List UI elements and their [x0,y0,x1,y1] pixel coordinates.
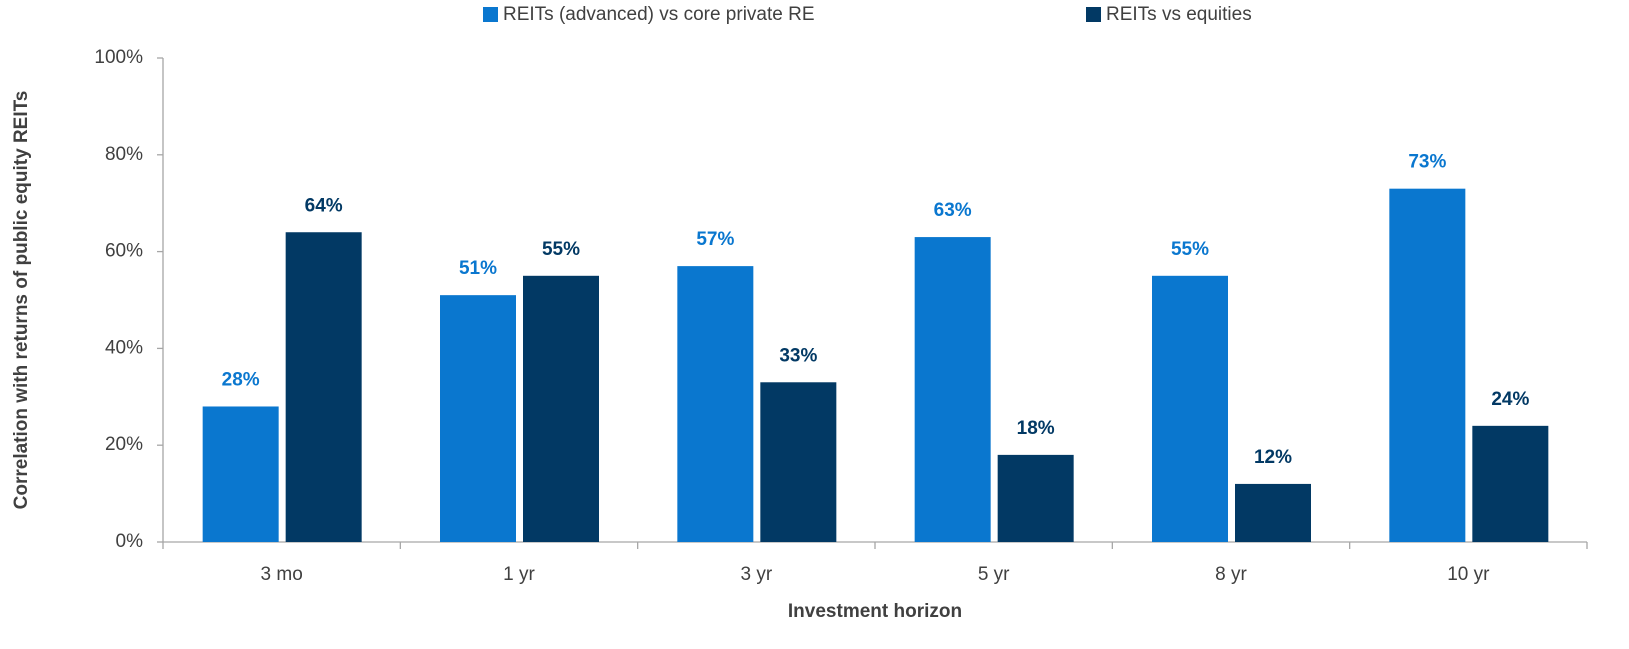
bar [760,382,837,542]
bar [1472,425,1549,542]
x-tick-label: 10 yr [1447,564,1490,585]
x-axis-label: Investment horizon [788,601,962,622]
data-label: 12% [1254,447,1292,468]
y-axis-label: Correlation with returns of public equit… [11,91,32,510]
bar [1389,188,1466,542]
bar [1235,483,1311,542]
data-label: 24% [1491,389,1529,410]
x-tick-label: 3 mo [261,564,303,585]
legend-swatch [1086,7,1101,22]
legend-label: REITs vs equities [1106,4,1252,25]
data-label: 63% [934,200,972,221]
data-label: 18% [1017,418,1055,439]
y-tick-label: 60% [105,241,143,262]
data-label: 64% [305,195,343,216]
data-label: 28% [222,369,260,390]
bar [1152,275,1228,542]
bar [523,275,599,542]
y-tick-label: 80% [105,144,143,165]
x-tick-label: 5 yr [978,564,1010,585]
y-tick-label: 20% [105,434,143,455]
data-label: 57% [696,229,734,250]
y-tick-label: 100% [94,47,143,68]
bar [202,406,279,542]
data-label: 55% [1171,239,1209,260]
bar [285,232,362,543]
bar [440,295,516,542]
x-tick-label: 8 yr [1215,564,1247,585]
x-tick-label: 3 yr [740,564,772,585]
legend-label: REITs (advanced) vs core private RE [503,4,815,25]
bar [677,266,754,542]
y-tick-label: 40% [105,337,143,358]
data-label: 55% [542,239,580,260]
x-tick-label: 1 yr [503,564,535,585]
bar [914,237,991,542]
y-tick-label: 0% [116,531,144,552]
legend-swatch [483,7,498,22]
data-label: 51% [459,258,497,279]
bar [997,454,1074,542]
data-label: 33% [779,345,817,366]
data-label: 73% [1408,152,1446,173]
